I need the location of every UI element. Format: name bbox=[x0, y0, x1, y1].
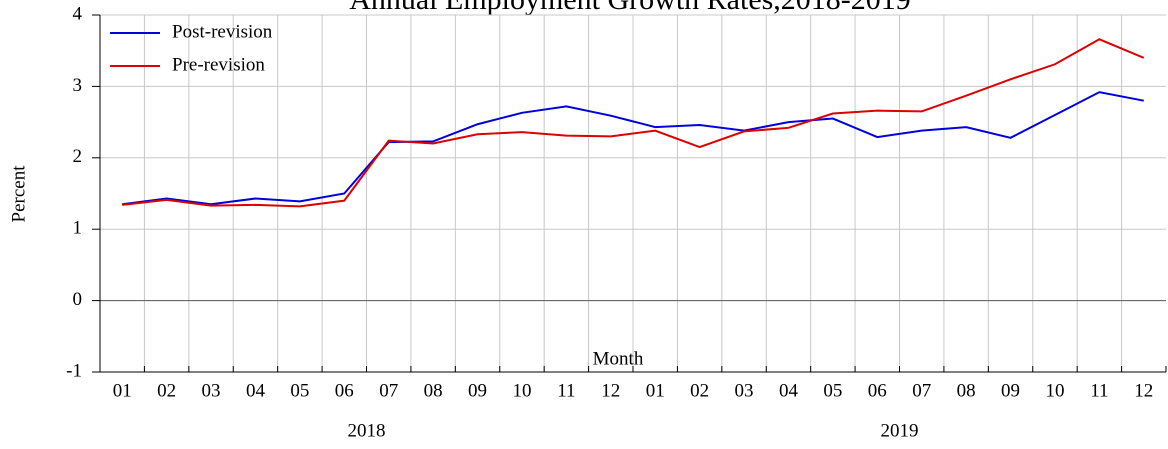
year-label: 2019 bbox=[881, 420, 919, 441]
x-tick-label: 03 bbox=[735, 380, 754, 401]
x-tick-label: 12 bbox=[1134, 380, 1153, 401]
line-series bbox=[122, 91, 1144, 206]
x-tick-label: 05 bbox=[290, 380, 309, 401]
x-tick-label: 04 bbox=[779, 380, 799, 401]
x-tick-label: 05 bbox=[823, 380, 842, 401]
chart-title: Annual Employment Growth Rates,2018-2019 bbox=[349, 0, 911, 16]
legend-label: Post-revision bbox=[172, 21, 273, 42]
x-tick-label: 07 bbox=[912, 380, 931, 401]
line-series bbox=[122, 38, 1145, 208]
x-tick-label: 08 bbox=[957, 380, 976, 401]
x-tick-label: 01 bbox=[113, 380, 132, 401]
x-tick-label: 10 bbox=[1045, 380, 1064, 401]
y-tick-label: -1 bbox=[66, 360, 82, 381]
x-axis-label: Month bbox=[593, 348, 644, 369]
x-tick-label: 09 bbox=[1001, 380, 1020, 401]
x-tick-label: 09 bbox=[468, 380, 487, 401]
x-tick-label: 06 bbox=[868, 380, 887, 401]
y-tick-label: 2 bbox=[73, 146, 83, 167]
x-tick-label: 02 bbox=[690, 380, 709, 401]
y-axis-label: Percent bbox=[8, 165, 29, 223]
x-tick-label: 08 bbox=[424, 380, 443, 401]
x-tick-label: 02 bbox=[157, 380, 176, 401]
y-tick-label: 1 bbox=[73, 218, 83, 239]
x-tick-label: 03 bbox=[202, 380, 221, 401]
x-tick-label: 01 bbox=[646, 380, 665, 401]
x-tick-label: 11 bbox=[557, 380, 575, 401]
x-tick-label: 12 bbox=[601, 380, 620, 401]
x-tick-label: 10 bbox=[512, 380, 531, 401]
y-tick-label: 4 bbox=[73, 3, 83, 24]
year-label: 2018 bbox=[348, 420, 386, 441]
y-tick-label: 3 bbox=[73, 75, 83, 96]
x-tick-label: 04 bbox=[246, 380, 266, 401]
legend-label: Pre-revision bbox=[172, 54, 265, 75]
x-tick-label: 07 bbox=[379, 380, 398, 401]
x-tick-label: 06 bbox=[335, 380, 354, 401]
x-tick-label: 11 bbox=[1090, 380, 1108, 401]
y-tick-label: 0 bbox=[73, 289, 83, 310]
